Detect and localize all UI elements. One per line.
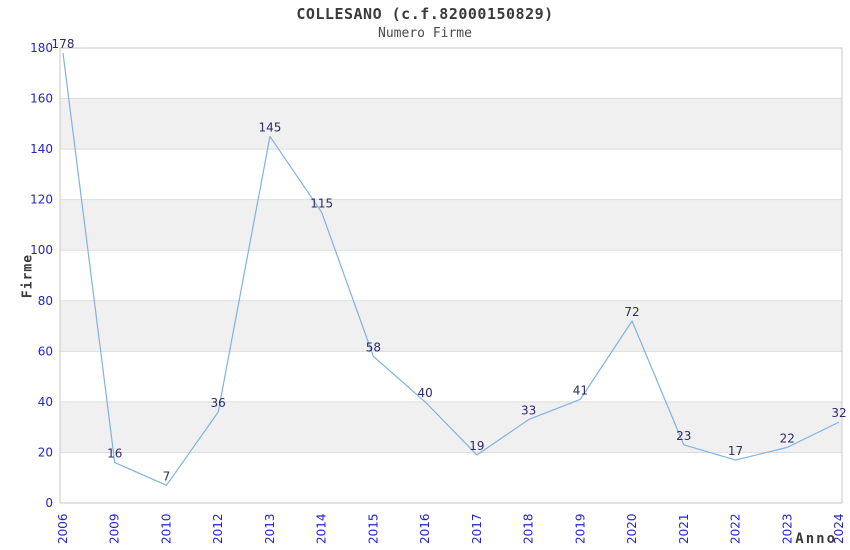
background-band — [60, 401, 842, 453]
y-tick-label: 0 — [45, 496, 53, 510]
data-label: 178 — [52, 37, 75, 51]
x-tick-label: 2016 — [418, 513, 432, 544]
x-tick-label: 2023 — [780, 513, 794, 544]
plot-border — [59, 47, 843, 504]
chart-title: COLLESANO (c.f.82000150829) — [296, 5, 554, 23]
y-tick-label: 120 — [30, 193, 53, 207]
x-tick-label: 2021 — [677, 513, 691, 544]
x-tick-label: 2017 — [470, 513, 484, 544]
data-label: 7 — [163, 469, 171, 483]
x-tick-label: 2015 — [366, 513, 380, 544]
y-tick-label: 20 — [38, 445, 53, 459]
x-tick-label: 2006 — [56, 513, 70, 544]
y-tick-label: 180 — [30, 41, 53, 55]
y-tick-label: 80 — [38, 294, 53, 308]
y-tick-label: 60 — [38, 344, 53, 358]
data-label: 145 — [258, 120, 281, 134]
data-label: 22 — [780, 431, 795, 445]
data-label: 33 — [521, 404, 536, 418]
x-tick-label: 2010 — [159, 513, 173, 544]
y-tick-label: 100 — [30, 243, 53, 257]
data-label: 41 — [573, 383, 588, 397]
x-axis-title: Anno — [795, 531, 837, 547]
line-series — [62, 52, 840, 486]
data-label: 115 — [310, 196, 333, 210]
data-label: 32 — [831, 406, 846, 420]
data-label: 17 — [728, 444, 743, 458]
data-label: 40 — [417, 386, 432, 400]
data-label: 23 — [676, 429, 691, 443]
data-label: 36 — [211, 396, 226, 410]
x-tick-label: 2009 — [108, 513, 122, 544]
data-label: 72 — [624, 305, 639, 319]
x-tick-label: 2012 — [211, 513, 225, 544]
data-label: 16 — [107, 447, 122, 461]
y-tick-label: 40 — [38, 395, 53, 409]
x-tick-label: 2019 — [573, 513, 587, 544]
x-tick-label: 2022 — [729, 513, 743, 544]
x-tick-label: 2014 — [315, 513, 329, 544]
x-tick-label: 2024 — [832, 513, 846, 544]
x-tick-label: 2013 — [263, 513, 277, 544]
y-tick-label: 140 — [30, 142, 53, 156]
data-label: 19 — [469, 439, 484, 453]
y-tick-label: 160 — [30, 92, 53, 106]
background-band — [60, 199, 842, 251]
background-band — [60, 98, 842, 150]
x-tick-label: 2018 — [522, 513, 536, 544]
data-label: 58 — [366, 340, 381, 354]
x-tick-label: 2020 — [625, 513, 639, 544]
background-band — [60, 300, 842, 352]
chart-subtitle: Numero Firme — [378, 26, 472, 41]
